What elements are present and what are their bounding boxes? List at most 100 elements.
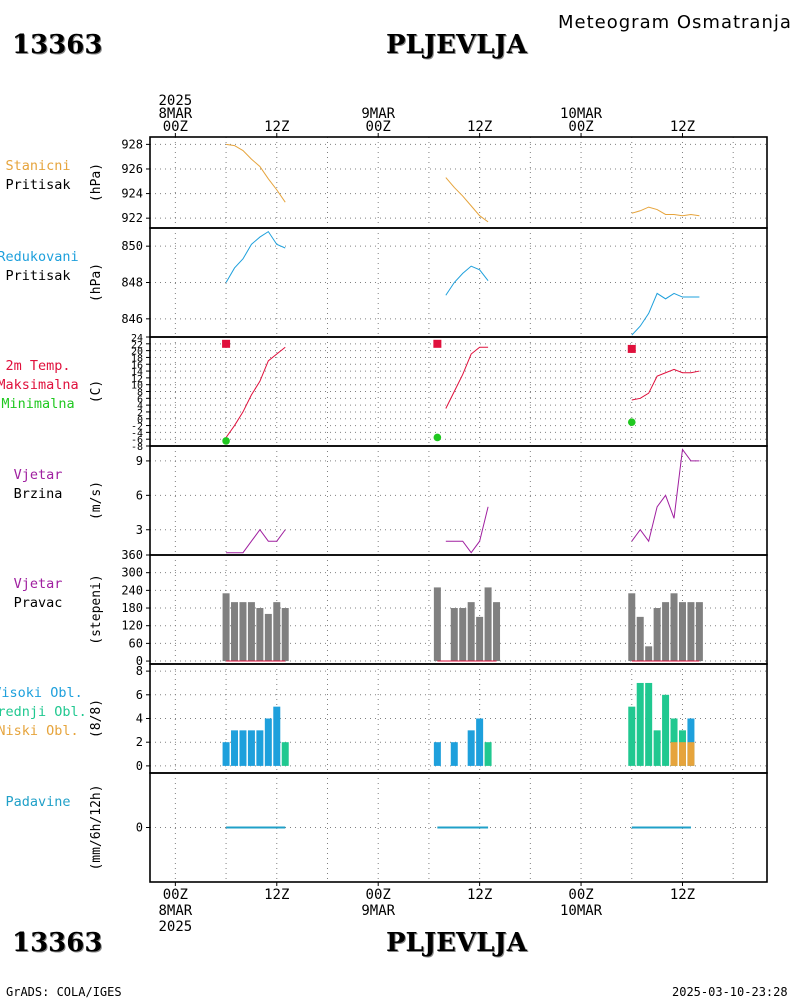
bottom-time-label: 12Z <box>670 887 695 903</box>
bottom-time-label: 12Z <box>467 887 492 903</box>
wind_direction-label: Vjetar <box>14 576 63 592</box>
temperature-series-line <box>445 346 489 409</box>
bottom-time-label: 00Z <box>366 887 391 903</box>
wind_direction-bar <box>484 587 492 662</box>
wind_direction-bar <box>678 602 686 662</box>
grads-credit: GrADS: COLA/IGES <box>6 985 122 999</box>
reduced_pressure-series-line <box>445 265 489 296</box>
precipitation-panel-frame <box>149 772 768 883</box>
bottom-time-label: 2025 <box>158 919 192 935</box>
temperature-panel-frame <box>149 336 768 447</box>
wind_direction-ytick-label: 300 <box>121 566 143 580</box>
cloud_cover-bar-mid <box>653 730 661 766</box>
wind_direction-bar <box>670 593 678 662</box>
cloud_cover-label: Srednji Obl. <box>0 704 87 720</box>
bottom-time-label: 10MAR <box>560 903 603 919</box>
temperature-label: Maksimalna <box>0 377 79 393</box>
wind_direction-bar <box>222 593 230 662</box>
cloud_cover-bar-low <box>670 742 678 766</box>
top-time-label: 2025 <box>158 93 192 109</box>
temperature-ytick-label: -4 <box>131 428 143 439</box>
reduced_pressure-ytick-label: 846 <box>121 312 143 326</box>
cloud_cover-bar-high <box>247 730 255 766</box>
station-name-bottom: PLJEVLJA <box>386 928 527 958</box>
wind_direction-bar <box>695 602 703 662</box>
wind_direction-ytick-label: 360 <box>121 548 143 562</box>
wind_direction-ytick-label: 60 <box>129 636 143 650</box>
temperature-ytick-label: -6 <box>131 435 143 446</box>
wind_speed-series-line <box>445 506 489 554</box>
temperature-series-line <box>631 368 700 401</box>
reduced_pressure-series-line <box>225 230 286 283</box>
cloud_cover-bar-high <box>231 730 239 766</box>
reduced_pressure-label: Redukovani <box>0 249 79 265</box>
wind_direction-bar <box>476 616 484 662</box>
cloud_cover-ytick-label: 0 <box>136 759 143 773</box>
bottom-time-label: 00Z <box>568 887 593 903</box>
wind_speed-series-line <box>631 448 700 543</box>
wind_direction-bar <box>645 646 653 662</box>
wind_direction-bar <box>231 602 239 662</box>
temperature-ytick-label: 0 <box>137 415 143 426</box>
cloud_cover-label: Visoki Obl. <box>0 685 83 701</box>
wind_direction-bar <box>628 593 636 662</box>
station_pressure-ylabel: (hPa) <box>89 163 104 202</box>
top-time-label: 12Z <box>467 119 492 135</box>
wind_direction-ytick-label: 180 <box>121 601 143 615</box>
cloud_cover-bar-mid <box>636 682 644 766</box>
temperature-min-marker <box>627 418 636 426</box>
temperature-ytick-label: 16 <box>131 360 143 371</box>
wind_direction-label: Pravac <box>14 595 63 611</box>
wind_direction-bar <box>239 602 247 662</box>
bottom-time-label: 12Z <box>264 887 289 903</box>
cloud_cover-bar-low <box>687 742 695 766</box>
wind_speed-series-line <box>226 528 286 554</box>
reduced_pressure-label: Pritisak <box>5 268 70 284</box>
wind_direction-bar <box>687 602 695 662</box>
cloud_cover-bar-mid <box>645 682 653 766</box>
wind_direction-bar <box>264 613 272 662</box>
temperature-label: 2m Temp. <box>5 358 70 374</box>
precipitation-label: Padavine <box>5 794 70 810</box>
cloud_cover-bar-high <box>450 742 458 766</box>
wind_direction-ytick-label: 240 <box>121 583 143 597</box>
cloud_cover-bar-mid <box>484 742 492 766</box>
wind_direction-bar <box>433 587 441 662</box>
temperature-ytick-label: 8 <box>137 388 143 399</box>
temperature-min-marker <box>433 433 442 442</box>
wind_speed-ytick-label: 6 <box>136 488 143 502</box>
generation-timestamp: 2025-03-10-23:28 <box>672 985 788 999</box>
temperature-ylabel: (C) <box>89 380 104 403</box>
wind_direction-ylabel: (stepeni) <box>89 574 104 644</box>
station_pressure-ytick-label: 922 <box>121 211 143 225</box>
temperature-ytick-label: 24 <box>131 333 143 344</box>
cloud_cover-bar-high <box>239 730 247 766</box>
cloud_cover-ytick-label: 4 <box>136 712 143 726</box>
cloud_cover-bar-high <box>476 718 484 766</box>
wind_speed-ylabel: (m/s) <box>89 481 104 520</box>
top-time-label: 12Z <box>670 119 695 135</box>
temperature-ytick-label: -8 <box>131 442 143 453</box>
precipitation-ytick-label: 0 <box>136 821 143 835</box>
station_pressure-label: Stanicni <box>5 158 70 174</box>
bottom-time-label: 00Z <box>163 887 188 903</box>
temperature-ytick-label: -2 <box>131 422 143 433</box>
wind_direction-bar <box>281 608 289 662</box>
reduced_pressure-ytick-label: 850 <box>121 239 143 253</box>
wind_direction-bar <box>467 602 475 662</box>
top-time-label: 8MAR <box>158 106 192 122</box>
cloud_cover-bar-high <box>467 730 475 766</box>
wind_speed-ytick-label: 9 <box>136 454 143 468</box>
reduced_pressure-ylabel: (hPa) <box>89 263 104 302</box>
temperature-ytick-label: 10 <box>131 381 143 392</box>
cloud_cover-bar-mid <box>628 706 636 766</box>
wind_direction-bar <box>653 608 661 662</box>
cloud_cover-bar-mid <box>281 742 289 766</box>
wind_direction-bar <box>273 602 281 662</box>
wind_speed-ytick-label: 3 <box>136 523 143 537</box>
cloud_cover-bar-high <box>256 730 264 766</box>
cloud_cover-bar-high <box>273 706 281 766</box>
temperature-max-marker <box>627 344 636 353</box>
temperature-ytick-label: 14 <box>131 367 143 378</box>
temperature-max-marker <box>222 339 231 348</box>
